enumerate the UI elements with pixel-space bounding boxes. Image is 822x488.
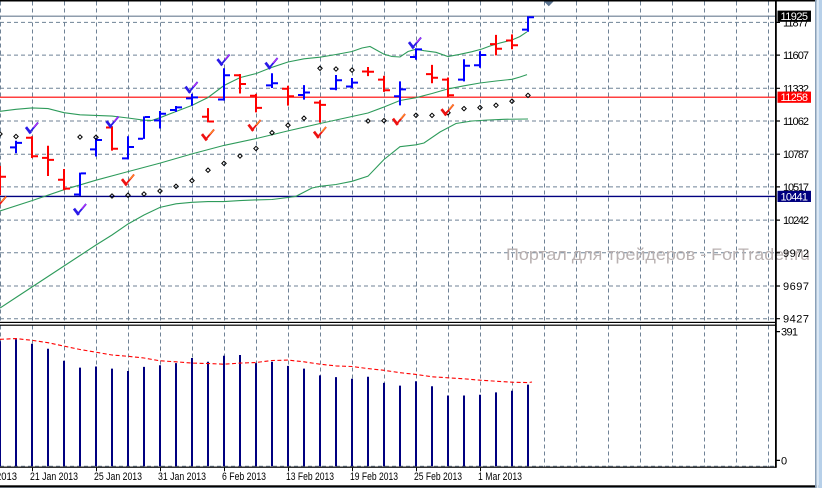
svg-text:0: 0	[781, 455, 787, 467]
svg-text:11925: 11925	[781, 11, 809, 23]
svg-text:6 Feb 2013: 6 Feb 2013	[222, 471, 266, 483]
svg-text:2013: 2013	[0, 471, 17, 483]
svg-text:11062: 11062	[783, 116, 809, 128]
svg-text:391: 391	[781, 327, 798, 339]
svg-text:1 Mar 2013: 1 Mar 2013	[478, 471, 522, 483]
svg-text:13 Feb 2013: 13 Feb 2013	[286, 471, 334, 483]
svg-text:11607: 11607	[783, 50, 809, 62]
svg-text:10242: 10242	[783, 215, 809, 227]
svg-text:19 Feb 2013: 19 Feb 2013	[350, 471, 398, 483]
svg-text:9697: 9697	[783, 281, 809, 293]
svg-text:9972: 9972	[783, 248, 809, 260]
svg-text:21 Jan 2013: 21 Jan 2013	[30, 471, 78, 483]
svg-text:9427: 9427	[783, 314, 809, 326]
svg-text:11258: 11258	[781, 92, 809, 104]
svg-text:Портал для трейдеров - ForTrad: Портал для трейдеров - ForTrader.ru	[506, 245, 810, 264]
svg-text:25 Feb 2013: 25 Feb 2013	[414, 471, 462, 483]
svg-text:10787: 10787	[783, 149, 809, 161]
svg-text:10441: 10441	[781, 191, 809, 203]
svg-text:31 Jan 2013: 31 Jan 2013	[158, 471, 206, 483]
svg-text:25 Jan 2013: 25 Jan 2013	[94, 471, 142, 483]
